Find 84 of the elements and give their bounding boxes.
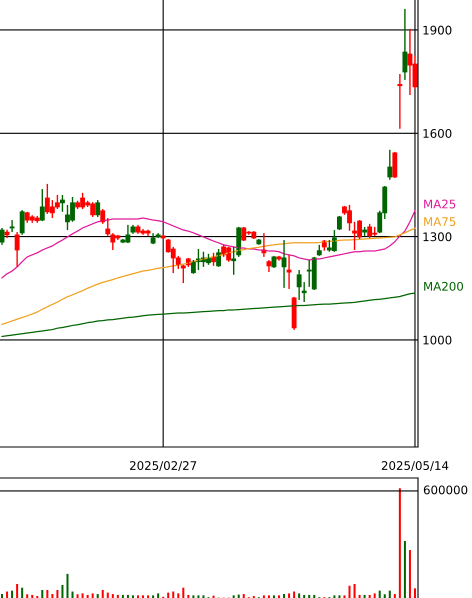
bar xyxy=(354,584,356,598)
bar xyxy=(408,550,411,598)
bar xyxy=(157,593,160,598)
bar xyxy=(116,594,119,598)
bar xyxy=(66,574,68,598)
bar xyxy=(31,594,34,598)
bar xyxy=(6,592,8,598)
bar xyxy=(96,594,99,598)
bar xyxy=(288,593,290,598)
bar xyxy=(177,593,180,598)
bar xyxy=(414,588,416,598)
bar xyxy=(182,588,184,598)
bar xyxy=(192,595,194,598)
bar xyxy=(338,595,340,598)
bar xyxy=(1,594,4,598)
bar xyxy=(11,590,14,598)
bar xyxy=(167,592,170,598)
bar xyxy=(404,540,406,598)
bar xyxy=(272,595,275,598)
bar xyxy=(41,590,44,598)
bar xyxy=(197,595,200,598)
bar xyxy=(398,488,401,598)
bar xyxy=(76,594,79,598)
x-tick-label: 2025/05/14 xyxy=(382,461,448,471)
bar xyxy=(278,595,280,598)
bar xyxy=(384,594,386,598)
bar xyxy=(86,594,89,598)
bar xyxy=(232,595,235,598)
bar xyxy=(378,590,381,598)
bar xyxy=(262,595,265,598)
bar xyxy=(46,590,48,598)
bar xyxy=(374,593,376,598)
line-series xyxy=(1,292,416,338)
bar xyxy=(152,595,154,598)
y-tick-label: 1600 xyxy=(423,128,452,138)
bar xyxy=(343,595,346,598)
candlestick xyxy=(60,194,65,212)
bar xyxy=(82,593,84,598)
bar xyxy=(187,594,190,598)
bar xyxy=(51,594,54,598)
bar xyxy=(394,594,396,598)
bar xyxy=(202,595,204,598)
bar xyxy=(293,592,296,598)
bar xyxy=(106,592,109,598)
bar xyxy=(368,594,371,598)
bar xyxy=(333,595,336,598)
bar xyxy=(21,588,24,598)
series-label: MA25 xyxy=(424,200,456,208)
bar xyxy=(92,593,94,598)
bar xyxy=(72,592,74,598)
bar xyxy=(172,592,174,598)
bar xyxy=(303,594,306,598)
bar xyxy=(16,584,18,598)
line-series xyxy=(1,228,416,326)
bar xyxy=(142,595,144,598)
series-label: MA75 xyxy=(424,217,456,226)
bar xyxy=(388,590,391,598)
bar xyxy=(126,594,129,598)
bar xyxy=(242,594,245,598)
bar xyxy=(112,594,114,598)
bar xyxy=(313,594,316,598)
y-tick-label: 1000 xyxy=(423,336,452,345)
x-tick-label: 2025/02/27 xyxy=(130,461,196,471)
bar xyxy=(147,595,150,598)
bar xyxy=(308,594,310,598)
bar xyxy=(268,595,270,598)
bar xyxy=(102,590,104,598)
line-series xyxy=(1,210,416,279)
y-tick-label: 1300 xyxy=(423,232,452,242)
bar xyxy=(358,594,361,598)
y-tick-label: 1900 xyxy=(423,26,452,35)
bar xyxy=(56,590,58,598)
bar xyxy=(136,595,139,598)
bar xyxy=(348,586,351,598)
series-label: MA200 xyxy=(424,282,464,291)
bar xyxy=(238,594,240,598)
text: 600000 xyxy=(424,485,468,494)
bar xyxy=(283,594,286,598)
bar xyxy=(132,595,134,598)
bar xyxy=(61,584,64,598)
bar xyxy=(298,593,300,598)
bar xyxy=(26,594,28,598)
bar xyxy=(364,594,366,598)
bar xyxy=(122,594,124,598)
